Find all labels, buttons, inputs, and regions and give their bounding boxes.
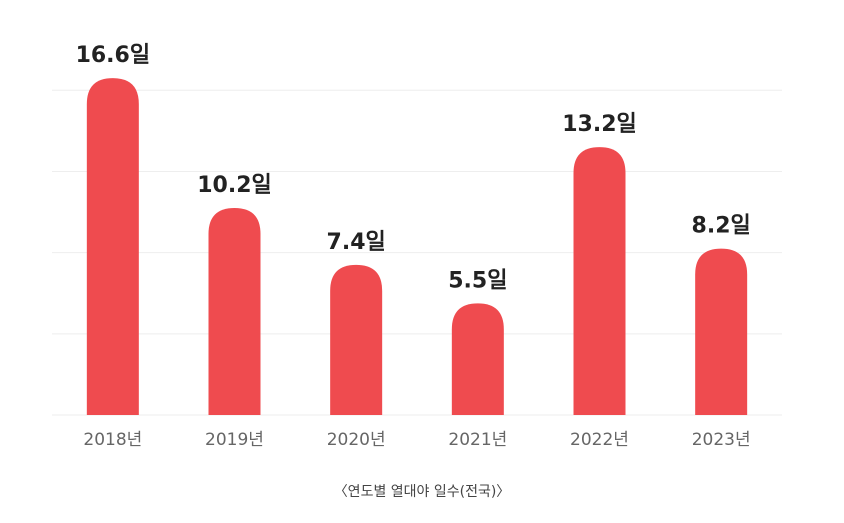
x-tick-label: 2023년 [692, 430, 751, 450]
x-tick-label: 2022년 [570, 430, 629, 450]
x-tick-label: 2021년 [448, 430, 507, 450]
value-label: 5.5일 [448, 268, 507, 293]
chart-caption: 〈연도별 열대야 일수(전국)〉 [334, 484, 511, 500]
bar [330, 264, 383, 415]
value-label: 7.4일 [327, 230, 386, 255]
x-tick-label: 2018년 [83, 430, 142, 450]
bar [695, 248, 748, 415]
value-label: 13.2일 [562, 112, 637, 137]
bar [86, 78, 139, 415]
value-label: 10.2일 [197, 173, 272, 198]
bar [451, 303, 504, 415]
value-label: 16.6일 [76, 43, 151, 68]
bar [208, 208, 261, 415]
x-tick-label: 2020년 [327, 430, 386, 450]
x-tick-label: 2019년 [205, 430, 264, 450]
value-label: 8.2일 [692, 214, 751, 239]
bar [573, 147, 626, 415]
